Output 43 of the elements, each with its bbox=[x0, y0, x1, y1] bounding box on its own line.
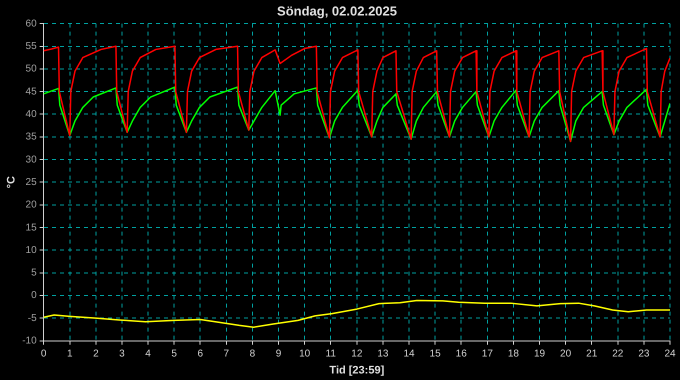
y-tick-label: 0 bbox=[31, 290, 38, 302]
x-tick-label: 4 bbox=[145, 348, 152, 360]
y-tick-label: 60 bbox=[26, 18, 38, 30]
x-tick-label: 10 bbox=[299, 348, 311, 360]
y-tick-label: 15 bbox=[26, 222, 38, 234]
x-tick-label: 12 bbox=[351, 348, 363, 360]
y-tick-label: -10 bbox=[22, 336, 38, 347]
x-tick-label: 5 bbox=[171, 348, 178, 360]
y-tick-label: -5 bbox=[28, 312, 38, 324]
x-tick-label: 13 bbox=[377, 348, 389, 360]
x-tick-label: 11 bbox=[326, 348, 336, 360]
y-tick-label: 10 bbox=[26, 244, 38, 256]
y-tick-label: 50 bbox=[26, 64, 38, 75]
x-tick-label: 6 bbox=[197, 348, 204, 360]
y-tick-label: 5 bbox=[31, 268, 38, 279]
y-tick-label: 25 bbox=[26, 176, 38, 188]
chart-title: Söndag, 02.02.2025 bbox=[277, 3, 397, 18]
x-tick-label: 1 bbox=[66, 348, 73, 360]
x-tick-label: 0 bbox=[40, 348, 47, 360]
x-tick-label: 2 bbox=[93, 348, 100, 360]
x-tick-label: 8 bbox=[250, 348, 256, 360]
y-tick-label: 20 bbox=[26, 200, 38, 211]
y-axis-title: °C bbox=[6, 176, 18, 188]
x-tick-label: 18 bbox=[508, 348, 520, 360]
x-tick-label: 17 bbox=[482, 348, 494, 360]
x-tick-label: 19 bbox=[534, 348, 546, 360]
x-tick-label: 7 bbox=[224, 348, 230, 360]
x-tick-label: 24 bbox=[664, 348, 676, 360]
x-tick-label: 9 bbox=[276, 348, 282, 360]
x-tick-label: 16 bbox=[456, 348, 468, 360]
x-tick-label: 21 bbox=[586, 348, 598, 360]
x-tick-label: 3 bbox=[119, 348, 126, 360]
y-tick-label: 30 bbox=[26, 154, 38, 166]
y-tick-label: 40 bbox=[26, 108, 38, 120]
y-tick-label: 55 bbox=[26, 41, 38, 52]
x-tick-label: 15 bbox=[430, 348, 442, 360]
x-tick-label: 22 bbox=[612, 348, 624, 360]
x-axis-title: Tid [23:59] bbox=[329, 364, 385, 376]
x-tick-label: 23 bbox=[638, 348, 650, 360]
x-tick-label: 14 bbox=[403, 348, 416, 360]
y-tick-label: 45 bbox=[26, 86, 38, 98]
y-tick-label: 35 bbox=[26, 132, 38, 143]
x-tick-label: 20 bbox=[560, 348, 572, 360]
